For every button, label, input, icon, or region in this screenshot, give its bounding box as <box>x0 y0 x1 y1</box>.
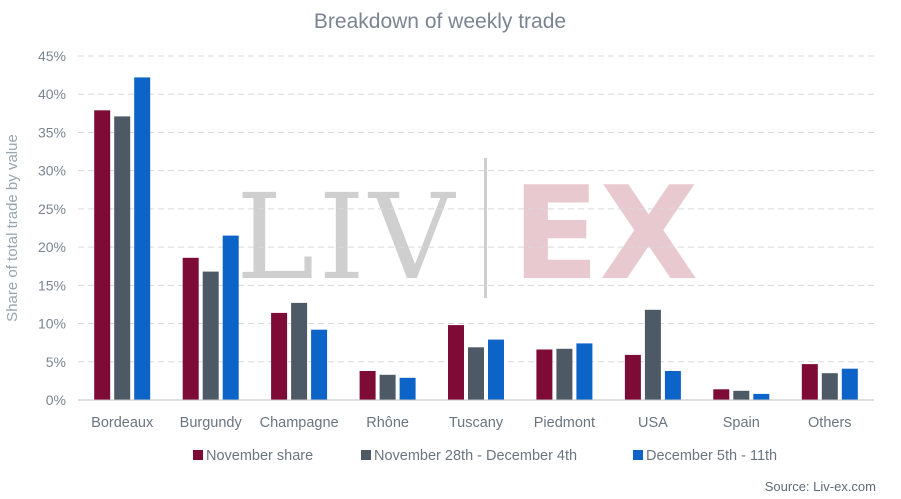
y-tick-label: 10% <box>38 316 66 332</box>
y-tick-label: 35% <box>38 124 66 140</box>
legend-label: November 28th - December 4th <box>374 448 577 464</box>
legend-swatch <box>633 450 643 460</box>
watermark-divider <box>484 158 487 298</box>
bar <box>202 271 219 400</box>
liv-ex-watermark: LIV EX <box>236 158 698 309</box>
bar <box>488 339 504 400</box>
bar <box>664 371 681 400</box>
bar <box>536 349 553 400</box>
bar <box>399 377 416 400</box>
bar <box>644 309 661 400</box>
y-tick-label: 30% <box>38 163 66 179</box>
bar <box>624 354 641 400</box>
x-tick-label: Burgundy <box>180 415 243 431</box>
source-note: Source: Liv-ex.com <box>765 479 876 494</box>
legend-swatch <box>361 450 371 460</box>
bars <box>94 77 858 401</box>
y-tick-label: 40% <box>38 86 66 102</box>
bar <box>556 348 573 400</box>
bar <box>733 390 750 400</box>
bar <box>134 77 151 401</box>
y-axis-label: Share of total trade by value <box>4 134 21 322</box>
x-tick-label: Spain <box>723 415 760 431</box>
y-tick-label: 20% <box>38 239 66 255</box>
bar <box>448 325 464 400</box>
watermark-liv-text: LIV <box>236 168 458 306</box>
bar <box>222 235 239 400</box>
watermark-ex-text: EX <box>512 160 698 309</box>
y-tick-label: 5% <box>46 354 66 370</box>
bar <box>713 389 730 400</box>
bar <box>468 347 484 400</box>
bar <box>379 374 396 400</box>
x-tick-label: Bordeaux <box>91 415 154 431</box>
x-tick-label: Piedmont <box>534 415 595 431</box>
bar <box>576 343 593 400</box>
x-axis-categories: Bordeaux Burgundy Champagne Rhône Tuscany Pie… <box>91 415 851 431</box>
x-tick-label: Champagne <box>260 415 339 431</box>
bar <box>114 116 131 401</box>
bar <box>182 257 199 400</box>
x-tick-label: Tuscany <box>449 415 504 431</box>
x-tick-label: Rhône <box>366 415 409 431</box>
bar <box>271 312 288 400</box>
legend: November share November 28th - December 4… <box>193 448 777 464</box>
bar <box>291 302 308 400</box>
x-tick-label: USA <box>638 415 668 431</box>
chart-title: Breakdown of weekly trade <box>314 10 566 33</box>
bar <box>841 368 858 400</box>
x-tick-label: Others <box>808 415 852 431</box>
bar <box>753 393 770 400</box>
y-tick-label: 0% <box>46 392 66 408</box>
y-tick-label: 15% <box>38 277 66 293</box>
y-axis-ticks: 0% 5% 10% 15% 20% 25% 30% 35% 40% 45% <box>38 48 66 408</box>
y-tick-label: 45% <box>38 48 66 64</box>
legend-label: November share <box>206 448 313 464</box>
legend-swatch <box>193 450 203 460</box>
bar <box>359 371 376 400</box>
bar <box>311 329 328 400</box>
legend-label: December 5th - 11th <box>646 448 777 464</box>
y-tick-label: 25% <box>38 201 66 217</box>
bar <box>821 373 838 400</box>
bar <box>801 364 818 400</box>
bar <box>94 110 111 401</box>
